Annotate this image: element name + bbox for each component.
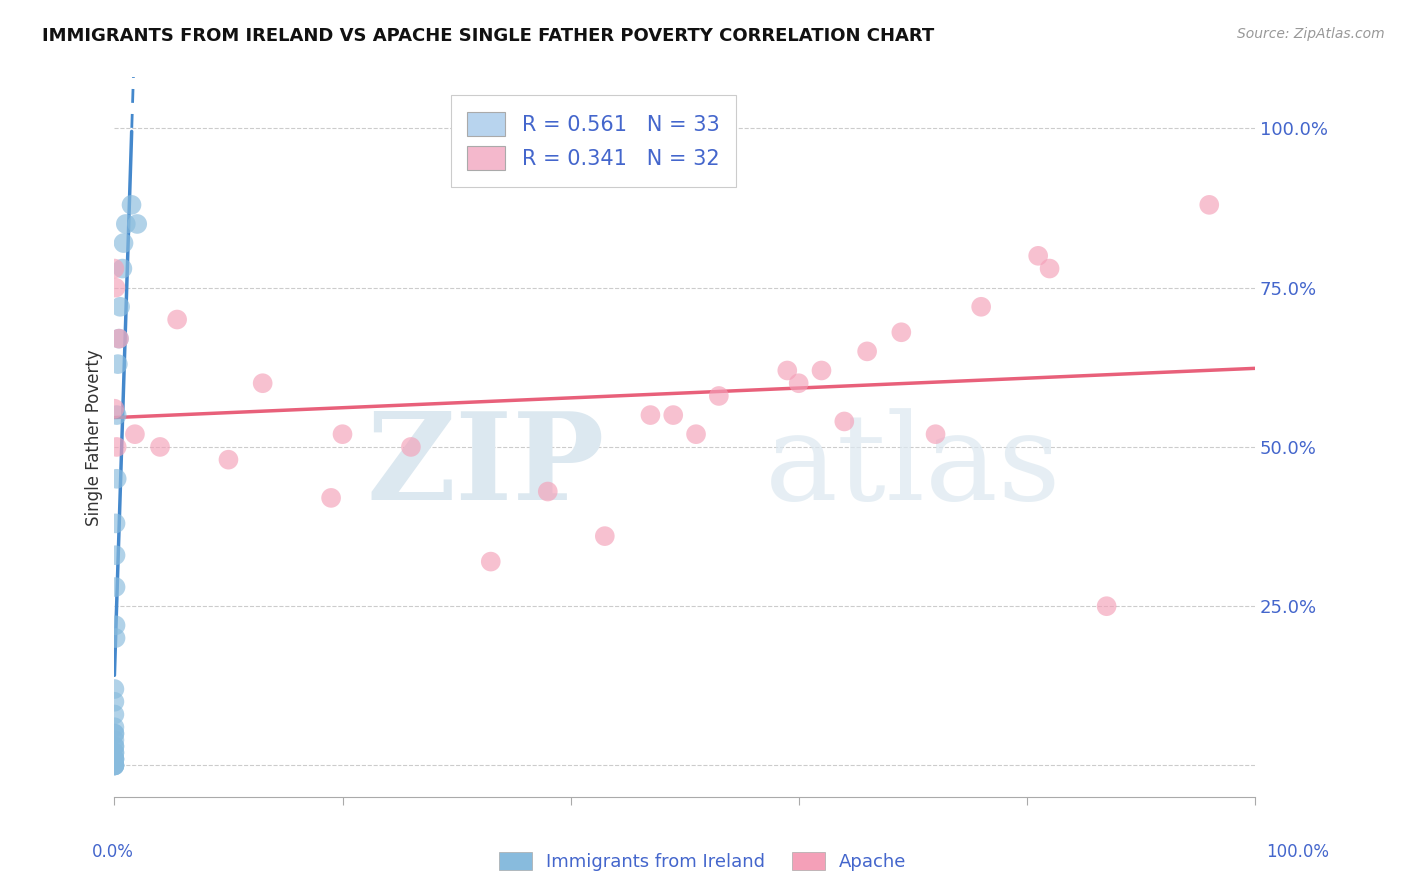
Point bbox=[399, 440, 422, 454]
Point bbox=[787, 376, 810, 391]
Text: 100.0%: 100.0% bbox=[1265, 843, 1329, 861]
Point bbox=[1198, 198, 1220, 212]
Point bbox=[103, 726, 125, 740]
Point bbox=[319, 491, 342, 505]
Point bbox=[108, 332, 131, 346]
Text: ZIP: ZIP bbox=[367, 407, 605, 525]
Point bbox=[105, 408, 128, 422]
Point bbox=[103, 746, 125, 760]
Point bbox=[103, 739, 125, 754]
Point bbox=[104, 548, 127, 562]
Point bbox=[810, 363, 832, 377]
Point bbox=[970, 300, 993, 314]
Point bbox=[103, 261, 125, 276]
Point bbox=[166, 312, 188, 326]
Point bbox=[149, 440, 172, 454]
Point bbox=[103, 758, 125, 772]
Point bbox=[104, 280, 127, 294]
Point bbox=[108, 332, 131, 346]
Y-axis label: Single Father Poverty: Single Father Poverty bbox=[86, 349, 103, 525]
Point bbox=[121, 198, 143, 212]
Point bbox=[104, 631, 127, 645]
Point bbox=[103, 746, 125, 760]
Point bbox=[662, 408, 685, 422]
Point bbox=[1026, 249, 1049, 263]
Point bbox=[890, 325, 912, 339]
Point bbox=[537, 484, 560, 499]
Point bbox=[593, 529, 616, 543]
Point bbox=[105, 440, 128, 454]
Point bbox=[252, 376, 274, 391]
Point bbox=[104, 580, 127, 594]
Point bbox=[103, 720, 125, 734]
Point bbox=[124, 427, 146, 442]
Point bbox=[103, 752, 125, 766]
Point bbox=[640, 408, 662, 422]
Point bbox=[103, 758, 125, 772]
Point bbox=[104, 618, 127, 632]
Text: 0.0%: 0.0% bbox=[91, 843, 134, 861]
Point bbox=[332, 427, 354, 442]
Point bbox=[127, 217, 149, 231]
Point bbox=[707, 389, 730, 403]
Point bbox=[112, 236, 135, 251]
Point bbox=[856, 344, 879, 359]
Text: Source: ZipAtlas.com: Source: ZipAtlas.com bbox=[1237, 27, 1385, 41]
Point bbox=[103, 752, 125, 766]
Point bbox=[776, 363, 799, 377]
Point bbox=[1095, 599, 1118, 614]
Point bbox=[685, 427, 707, 442]
Point bbox=[103, 739, 125, 754]
Point bbox=[103, 681, 125, 696]
Point bbox=[1039, 261, 1062, 276]
Point bbox=[114, 217, 136, 231]
Point bbox=[111, 261, 134, 276]
Point bbox=[217, 452, 239, 467]
Point bbox=[103, 758, 125, 772]
Legend: Immigrants from Ireland, Apache: Immigrants from Ireland, Apache bbox=[492, 845, 914, 879]
Point bbox=[104, 516, 127, 531]
Point bbox=[107, 357, 129, 371]
Point bbox=[108, 300, 131, 314]
Point bbox=[103, 707, 125, 722]
Point bbox=[479, 555, 502, 569]
Point bbox=[924, 427, 946, 442]
Legend: R = 0.561   N = 33, R = 0.341   N = 32: R = 0.561 N = 33, R = 0.341 N = 32 bbox=[451, 95, 735, 187]
Text: atlas: atlas bbox=[765, 408, 1062, 524]
Text: IMMIGRANTS FROM IRELAND VS APACHE SINGLE FATHER POVERTY CORRELATION CHART: IMMIGRANTS FROM IRELAND VS APACHE SINGLE… bbox=[42, 27, 935, 45]
Point bbox=[105, 472, 128, 486]
Point bbox=[834, 414, 856, 428]
Point bbox=[103, 758, 125, 772]
Point bbox=[103, 733, 125, 747]
Point bbox=[103, 401, 125, 416]
Point bbox=[103, 752, 125, 766]
Point bbox=[103, 726, 125, 740]
Point bbox=[103, 695, 125, 709]
